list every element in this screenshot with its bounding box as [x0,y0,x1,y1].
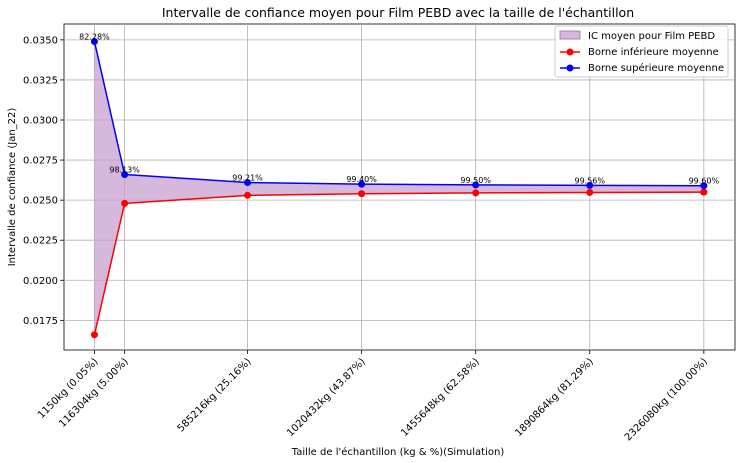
y-tick-label: 0.0350 [23,35,58,46]
y-axis-label: Intervalle de confiance (Jan_22) [7,108,18,267]
legend-fill-swatch [559,30,581,40]
lower-bound-point [472,189,480,197]
upper-bound-point [90,37,98,45]
upper-bound-point [358,180,366,188]
legend-fill-label: IC moyen pour Film PEBD [588,31,715,42]
x-tick-label: 1020432kg (43.87%) [285,356,368,439]
legend-lower-label: Borne inférieure moyenne [588,46,719,58]
legend-lower-marker [566,48,574,56]
x-tick-label: 1455648kg (62.58%) [399,356,482,439]
y-tick-label: 0.0300 [23,116,58,127]
upper-bound-point [244,179,252,187]
series-group [90,37,708,339]
lower-bound-point [586,188,594,196]
chart-title: Intervalle de confiance moyen pour Film … [162,5,634,20]
data-annotation: 99.40% [346,175,377,184]
plot-area [63,23,736,351]
lower-bound-point [358,190,366,198]
y-tick-label: 0.0250 [23,196,58,207]
upper-bound-point [121,170,129,178]
data-annotation: 98.13% [109,165,140,174]
legend: IC moyen pour Film PEBD Borne inférieure… [554,25,729,78]
ci-fill-area [94,41,704,335]
y-tick-label: 0.0225 [23,236,58,247]
data-annotation: 99.56% [574,176,605,185]
legend-upper-marker [566,64,574,72]
legend-upper-label: Borne supérieure moyenne [588,62,724,74]
y-tick-label: 0.0275 [23,156,58,167]
x-tick-label: 1890864kg (81.29%) [513,356,596,439]
data-annotation: 99.50% [460,176,491,185]
lower-bound-point [244,191,252,199]
y-axis-ticks: 0.0175 0.0200 0.0225 0.0250 0.0275 0.0300 0.03… [23,35,64,327]
lower-bound-line [93,191,704,335]
upper-bound-point [700,182,708,190]
data-annotation: 99.60% [689,177,720,186]
upper-bound-point [472,181,480,189]
x-tick-label: 2326080kg (100.00%) [623,356,710,443]
upper-bound-point [586,181,594,189]
x-axis-label: Taille de l'échantillon (kg & %)(Simulat… [291,446,505,458]
y-tick-label: 0.0325 [23,75,58,86]
x-tick-label: 585216kg (25.16%) [176,356,254,434]
lower-bound-point [121,199,129,207]
x-axis-ticks: 1150kg (0.05%)116304kg (5.00%) 585216kg (… [36,350,710,443]
data-annotation: 99.21% [232,174,263,183]
y-tick-label: 0.0175 [23,316,58,327]
lower-bound-point [90,331,98,339]
data-annotation: 82.28% [79,32,110,41]
annotations: 82.28% 98.13% 99.21% 99.40% 99.50% 99.56% 99.6… [79,32,719,185]
y-tick-label: 0.0200 [23,276,58,287]
lower-bound-point [700,188,708,196]
legend-box [554,25,729,78]
